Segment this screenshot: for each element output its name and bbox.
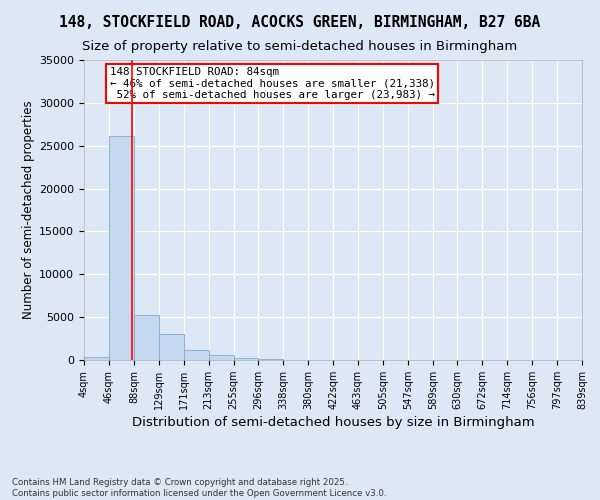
- Bar: [134, 316, 158, 360]
- Bar: [158, 334, 184, 360]
- X-axis label: Distribution of semi-detached houses by size in Birmingham: Distribution of semi-detached houses by …: [131, 416, 535, 429]
- Y-axis label: Number of semi-detached properties: Number of semi-detached properties: [22, 100, 35, 320]
- Text: 148, STOCKFIELD ROAD, ACOCKS GREEN, BIRMINGHAM, B27 6BA: 148, STOCKFIELD ROAD, ACOCKS GREEN, BIRM…: [59, 15, 541, 30]
- Bar: [233, 358, 258, 360]
- Bar: [209, 355, 233, 360]
- Text: Size of property relative to semi-detached houses in Birmingham: Size of property relative to semi-detach…: [82, 40, 518, 53]
- Bar: [84, 356, 109, 360]
- Text: Contains HM Land Registry data © Crown copyright and database right 2025.
Contai: Contains HM Land Registry data © Crown c…: [12, 478, 386, 498]
- Text: 148 STOCKFIELD ROAD: 84sqm
← 46% of semi-detached houses are smaller (21,338)
 5: 148 STOCKFIELD ROAD: 84sqm ← 46% of semi…: [110, 67, 434, 100]
- Bar: [184, 350, 209, 360]
- Bar: [109, 136, 134, 360]
